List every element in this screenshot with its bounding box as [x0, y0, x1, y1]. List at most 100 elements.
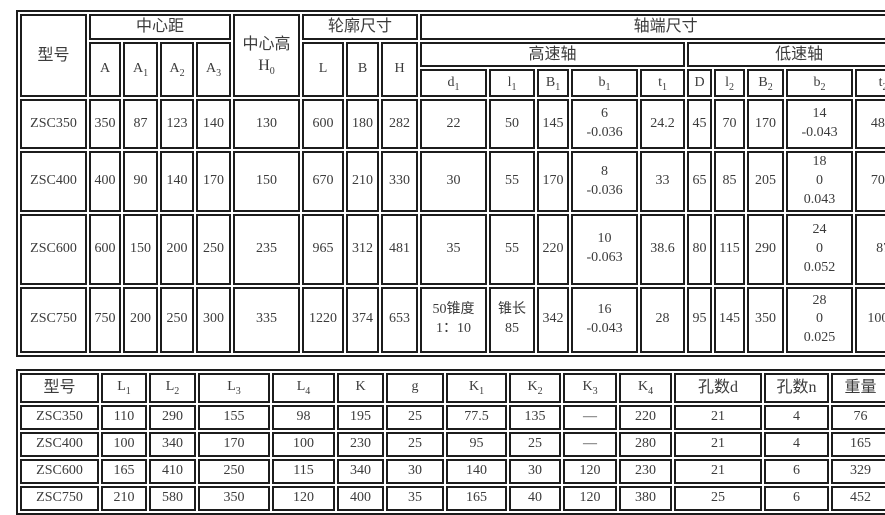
cell: —: [563, 404, 617, 430]
cell: 180: [346, 99, 380, 150]
cell: 55: [489, 213, 536, 285]
cell: 30: [420, 151, 488, 212]
header-low-speed-shaft: 低速轴: [687, 41, 885, 68]
cell: 85: [714, 151, 746, 212]
cell: 350: [747, 286, 785, 353]
cell: 340: [337, 458, 384, 484]
header-center-height: 中心高 H0: [233, 14, 301, 98]
cell: 锥长 85: [489, 286, 536, 353]
cell: 410: [149, 458, 196, 484]
header-b2: b2: [786, 69, 854, 98]
cell: 24 0 0.052: [786, 213, 854, 285]
cell: 4: [764, 404, 829, 430]
cell: 65: [687, 151, 713, 212]
cell: 165: [446, 485, 507, 511]
cell: 120: [563, 458, 617, 484]
cell: 50锥度 1：10: [420, 286, 488, 353]
cell: 230: [337, 431, 384, 457]
header-A3: A3: [196, 41, 232, 98]
cell: 200: [160, 213, 194, 285]
cell: 76: [831, 404, 885, 430]
cell: 210: [346, 151, 380, 212]
cell: 14 -0.043: [786, 99, 854, 150]
cell: 150: [233, 151, 301, 212]
cell: 55: [489, 151, 536, 212]
bottom-header-row: 型号 L1 L2 L3 L4 K g K1 K2 K3 K4 孔数d 孔数n 重…: [20, 372, 885, 403]
cell: 335: [233, 286, 301, 353]
cell: 210: [101, 485, 147, 511]
cell: 342: [537, 286, 570, 353]
cell: 100: [272, 431, 335, 457]
cell: 235: [233, 213, 301, 285]
header-K1: K1: [446, 372, 507, 403]
cell: 170: [196, 151, 232, 212]
cell: 10 -0.063: [571, 213, 639, 285]
model-cell: ZSC600: [20, 213, 87, 285]
cell: 130: [233, 99, 301, 150]
header-weight: 重量: [831, 372, 885, 403]
cell: 33: [640, 151, 686, 212]
cell: 25: [509, 431, 561, 457]
center-height-symbol: H0: [258, 57, 275, 78]
cell: 135: [509, 404, 561, 430]
cell: 35: [386, 485, 444, 511]
cell: 670: [302, 151, 345, 212]
cell: 123: [160, 99, 194, 150]
cell: 21: [674, 404, 762, 430]
model-cell: ZSC400: [20, 151, 87, 212]
header-K2: K2: [509, 372, 561, 403]
cell: 8 -0.036: [571, 151, 639, 212]
cell: 38.6: [640, 213, 686, 285]
cell: 312: [346, 213, 380, 285]
cell: 250: [198, 458, 270, 484]
table-row-zsc750: ZSC750 210 580 350 120 400 35 165 40 120…: [20, 485, 885, 511]
cell: 25: [386, 431, 444, 457]
cell: 98: [272, 404, 335, 430]
cell: 18 0 0.043: [786, 151, 854, 212]
model-cell: ZSC400: [20, 431, 99, 457]
header-B: B: [346, 41, 380, 98]
table-row-zsc750: ZSC750 750 200 250 300 335 1220 374 653 …: [20, 286, 885, 353]
cell: 290: [149, 404, 196, 430]
model-cell: ZSC750: [20, 485, 99, 511]
cell: 120: [272, 485, 335, 511]
cell: —: [563, 431, 617, 457]
header-t2: t2: [855, 69, 885, 98]
cell: 6: [764, 458, 829, 484]
cell: 145: [537, 99, 570, 150]
cell: 140: [196, 99, 232, 150]
cell: 350: [89, 99, 121, 150]
cell: 165: [831, 431, 885, 457]
cell: 200: [123, 286, 158, 353]
cell: 35: [420, 213, 488, 285]
cell: 230: [619, 458, 672, 484]
header-B1: B1: [537, 69, 570, 98]
header-H: H: [381, 41, 419, 98]
header-L3: L3: [198, 372, 270, 403]
cell: 300: [196, 286, 232, 353]
cell: 340: [149, 431, 196, 457]
cell: 40: [509, 485, 561, 511]
cell: 155: [198, 404, 270, 430]
cell: 290: [747, 213, 785, 285]
header-B2: B2: [747, 69, 785, 98]
cell: 50: [489, 99, 536, 150]
table-row-zsc600: ZSC600 600 150 200 250 235 965 312 481 3…: [20, 213, 885, 285]
header-D: D: [687, 69, 713, 98]
cell: 220: [537, 213, 570, 285]
header-g: g: [386, 372, 444, 403]
header-row-1: 型号 中心距 中心高 H0 轮廓尺寸 轴端尺寸: [20, 14, 885, 98]
cell: 600: [302, 99, 345, 150]
cell: 452: [831, 485, 885, 511]
cell: 580: [149, 485, 196, 511]
cell: 70.5: [855, 151, 885, 212]
header-hole-count: 孔数n: [764, 372, 829, 403]
cell: 4: [764, 431, 829, 457]
cell: 77.5: [446, 404, 507, 430]
header-A1: A1: [123, 41, 158, 98]
cell: 28: [640, 286, 686, 353]
cell: 329: [831, 458, 885, 484]
cell: 280: [619, 431, 672, 457]
cell: 21: [674, 458, 762, 484]
header-high-speed-shaft: 高速轴: [420, 41, 686, 68]
